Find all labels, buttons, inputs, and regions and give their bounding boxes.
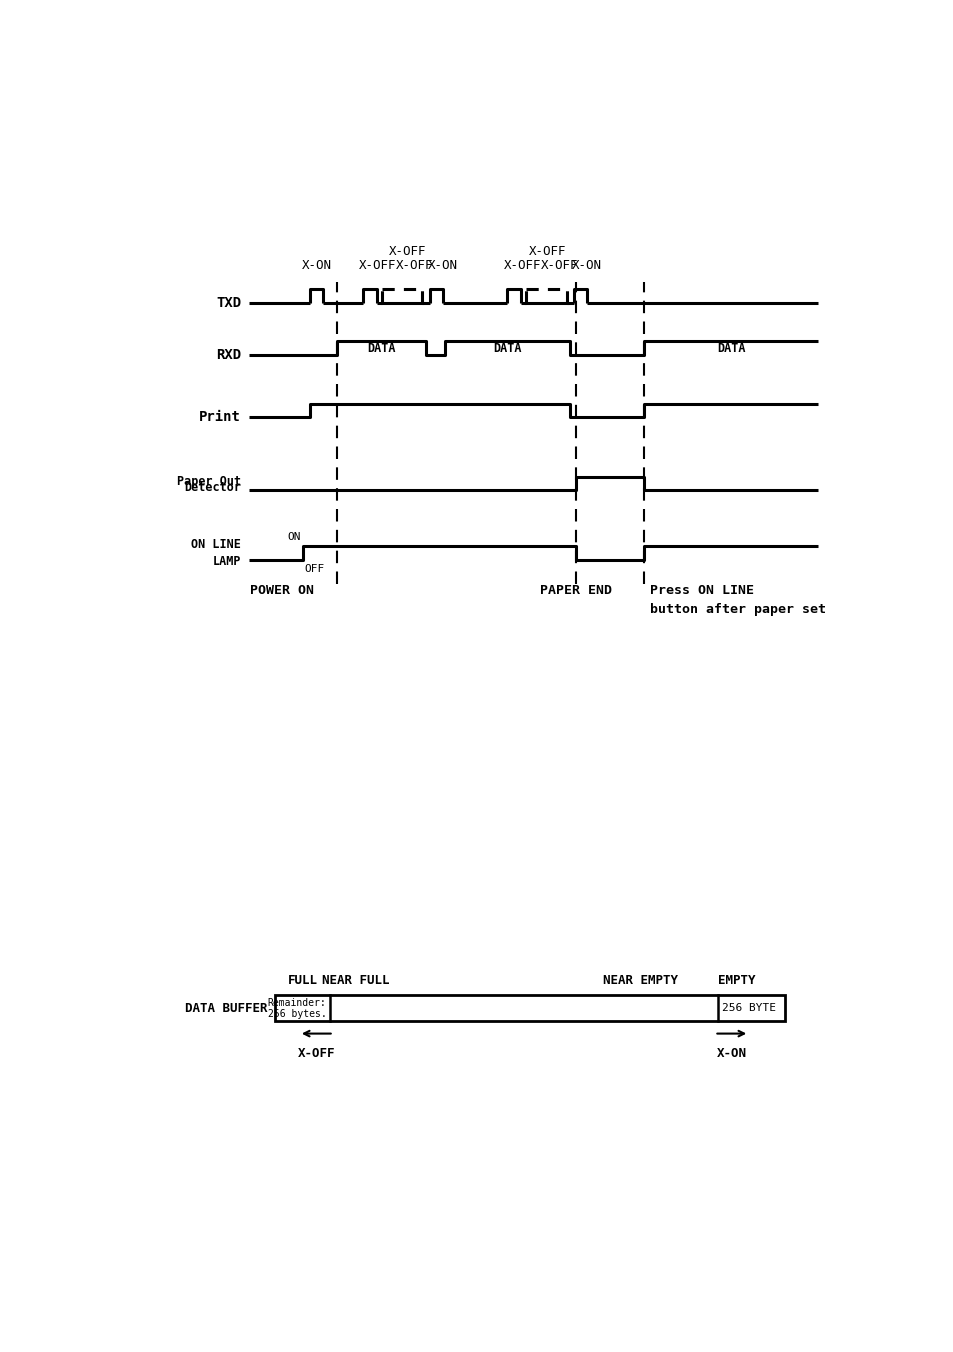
Text: X-ON: X-ON: [301, 258, 332, 272]
Text: X-ON: X-ON: [428, 258, 457, 272]
Text: X-OFF: X-OFF: [297, 1048, 335, 1060]
Text: PAPER END: PAPER END: [539, 584, 612, 596]
Text: DATA: DATA: [493, 342, 521, 354]
Text: FULL: FULL: [287, 973, 317, 987]
Text: NEAR EMPTY: NEAR EMPTY: [602, 973, 678, 987]
Bar: [274, 995, 783, 1021]
Text: RXD: RXD: [216, 347, 241, 362]
Text: button after paper set: button after paper set: [649, 603, 825, 615]
Text: X-OFF: X-OFF: [395, 258, 434, 272]
Text: X-OFF: X-OFF: [539, 258, 578, 272]
Text: ON LINE: ON LINE: [192, 538, 241, 550]
Text: 256 BYTE: 256 BYTE: [721, 1003, 775, 1013]
Text: X-OFF: X-OFF: [529, 245, 566, 258]
Text: Press ON LINE: Press ON LINE: [649, 584, 753, 596]
Text: Detector: Detector: [184, 480, 241, 493]
Text: LAMP: LAMP: [213, 556, 241, 568]
Text: NEAR FULL: NEAR FULL: [322, 973, 389, 987]
Text: DATA: DATA: [367, 342, 395, 354]
Text: Paper Out: Paper Out: [177, 476, 241, 488]
Text: Remainder:: Remainder:: [267, 998, 326, 1007]
Text: ON: ON: [287, 533, 300, 542]
Text: X-ON: X-ON: [572, 258, 601, 272]
Text: Print: Print: [199, 410, 241, 425]
Text: 256 bytes.: 256 bytes.: [267, 1010, 326, 1019]
Text: DATA: DATA: [716, 342, 744, 354]
Text: OFF: OFF: [305, 564, 325, 575]
Text: X-OFF: X-OFF: [359, 258, 396, 272]
Text: DATA BUFFER: DATA BUFFER: [185, 1002, 267, 1014]
Text: X-ON: X-ON: [716, 1048, 745, 1060]
Text: X-OFF: X-OFF: [503, 258, 540, 272]
Text: POWER ON: POWER ON: [250, 584, 314, 596]
Text: EMPTY: EMPTY: [717, 973, 755, 987]
Text: X-OFF: X-OFF: [389, 245, 426, 258]
Text: TXD: TXD: [216, 296, 241, 310]
